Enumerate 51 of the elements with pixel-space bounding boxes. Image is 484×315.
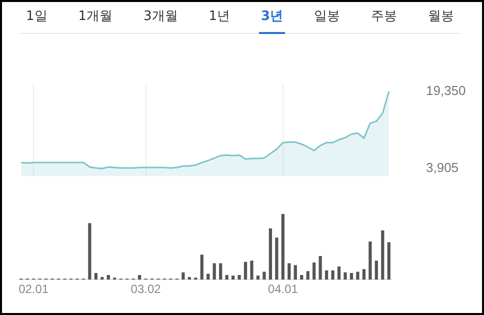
bar xyxy=(318,256,322,280)
text: 주봉 xyxy=(370,8,398,26)
bar xyxy=(200,254,204,280)
bar xyxy=(250,260,254,280)
bar xyxy=(362,269,366,280)
text: 일봉 xyxy=(313,8,342,26)
bar xyxy=(262,272,266,280)
bar xyxy=(94,273,98,280)
x-tick-label: 02.01 xyxy=(18,282,49,296)
text: 월봉 xyxy=(426,8,455,26)
bar xyxy=(275,238,278,280)
bar xyxy=(374,260,378,280)
bar xyxy=(238,275,241,280)
bar xyxy=(100,276,104,280)
bar xyxy=(231,276,235,280)
bar xyxy=(344,272,347,280)
x-tick-label: 03.02 xyxy=(130,282,162,296)
bar xyxy=(312,262,316,280)
bar xyxy=(381,230,384,280)
x-tick-label: 04.01 xyxy=(268,282,298,296)
bar xyxy=(256,276,260,280)
bar xyxy=(356,272,360,280)
bar xyxy=(337,266,341,280)
bar xyxy=(268,228,272,280)
bar xyxy=(306,271,310,280)
bar xyxy=(300,275,304,280)
text: 3개월 xyxy=(142,8,179,26)
text: 1년 xyxy=(208,8,232,26)
bar xyxy=(368,242,372,280)
bar xyxy=(350,273,354,280)
bar xyxy=(138,275,142,280)
bar xyxy=(188,276,191,280)
y-tick-label: 19,350 xyxy=(426,83,466,98)
bar xyxy=(244,262,248,280)
bar xyxy=(288,263,291,280)
bar xyxy=(225,275,228,280)
text: 1일 xyxy=(25,8,48,26)
text: 1개월 xyxy=(77,8,114,26)
bar xyxy=(206,274,210,280)
bar xyxy=(88,223,92,280)
bar xyxy=(281,214,284,280)
bar xyxy=(182,272,185,280)
bar xyxy=(219,263,222,280)
bar xyxy=(212,263,216,280)
bar xyxy=(106,275,110,280)
y-tick-label: 3,905 xyxy=(426,160,459,176)
text: 3년 xyxy=(259,4,286,34)
bar xyxy=(387,242,390,280)
bar xyxy=(324,270,328,280)
bar xyxy=(331,270,334,280)
bar xyxy=(294,265,297,280)
